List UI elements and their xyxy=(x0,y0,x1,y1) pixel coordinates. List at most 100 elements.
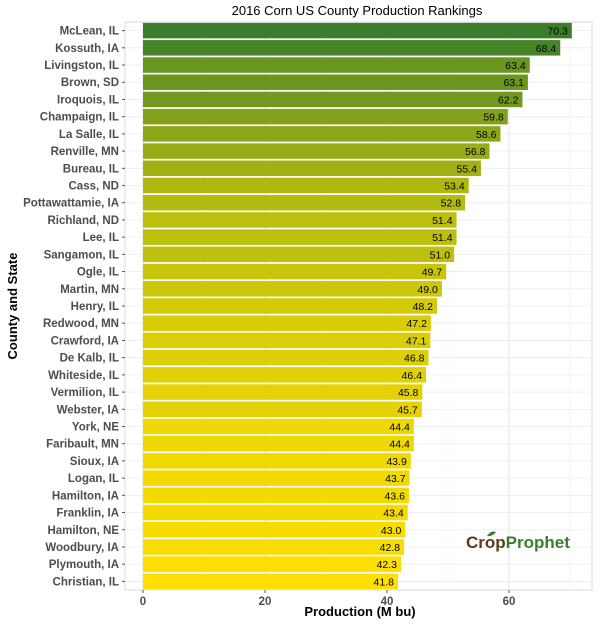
value-label: 68.4 xyxy=(536,43,557,55)
bar xyxy=(143,504,408,521)
x-tick-label: 0 xyxy=(140,596,146,608)
category-label: Redwood, MN xyxy=(43,318,119,330)
category-label: Franklin, IA xyxy=(56,508,119,520)
x-tick-label: 60 xyxy=(503,596,516,608)
category-label: Christian, IL xyxy=(53,576,119,588)
category-label: Bureau, IL xyxy=(63,163,119,175)
bar xyxy=(143,177,469,194)
value-labels: 70.3 68.4 63.4 63.1 62.2 59.8 58.6 56.8 55.4 53.4… xyxy=(374,26,568,589)
category-label: Lee, IL xyxy=(83,232,119,244)
category-label: Woodbury, IA xyxy=(45,542,119,554)
value-label: 62.2 xyxy=(498,94,519,106)
bar xyxy=(143,332,431,349)
bar xyxy=(143,143,490,159)
bar xyxy=(143,315,431,331)
category-label: Cass, ND xyxy=(69,181,120,193)
value-label: 56.8 xyxy=(465,146,486,158)
category-label: Webster, IA xyxy=(57,404,119,416)
category-label: De Kalb, IL xyxy=(60,353,119,365)
bar xyxy=(143,435,414,452)
value-label: 45.8 xyxy=(398,387,419,399)
bar xyxy=(143,212,457,228)
logo-crop-text: Crop xyxy=(466,533,506,552)
bar xyxy=(143,108,508,125)
value-label: 55.4 xyxy=(457,163,478,175)
bar xyxy=(143,573,398,590)
bar xyxy=(143,384,423,400)
category-label: Renville, MN xyxy=(51,146,119,158)
bar xyxy=(143,229,457,245)
value-label: 52.8 xyxy=(441,198,462,210)
bar xyxy=(143,126,501,142)
category-label: Plymouth, IA xyxy=(49,559,119,571)
value-label: 43.4 xyxy=(383,508,404,520)
category-label: Iroquois, IL xyxy=(57,94,119,106)
value-label: 63.1 xyxy=(503,77,524,89)
bar xyxy=(143,281,442,297)
bar xyxy=(143,367,427,383)
category-label: Richland, ND xyxy=(47,215,119,227)
category-label: Hamilton, IA xyxy=(52,490,119,502)
category-label: Sangamon, IL xyxy=(44,249,119,261)
x-tick-label: 40 xyxy=(381,596,394,608)
x-tick-labels: 0 20 40 60 xyxy=(140,590,516,608)
value-label: 45.7 xyxy=(397,404,418,416)
bar xyxy=(143,487,409,504)
category-label: York, NE xyxy=(72,421,119,433)
value-label: 47.1 xyxy=(406,335,427,347)
bar xyxy=(143,453,411,469)
value-label: 44.4 xyxy=(389,439,410,451)
value-label: 43.0 xyxy=(381,525,402,537)
category-label: Faribault, MN xyxy=(46,439,119,451)
value-label: 44.4 xyxy=(389,421,410,433)
category-label: Champaign, IL xyxy=(40,112,119,124)
category-label: Livingston, IL xyxy=(44,60,119,72)
value-label: 43.7 xyxy=(385,473,406,485)
value-label: 51.4 xyxy=(432,215,453,227)
bar xyxy=(143,401,422,418)
bar xyxy=(143,349,429,366)
bar xyxy=(143,522,406,538)
value-label: 43.6 xyxy=(385,490,406,502)
value-label: 53.4 xyxy=(444,181,465,193)
bar xyxy=(143,246,455,263)
category-label: Kossuth, IA xyxy=(55,43,119,55)
category-label: McLean, IL xyxy=(60,26,119,38)
value-label: 70.3 xyxy=(547,26,568,38)
leaf-icon xyxy=(487,531,496,537)
bar xyxy=(143,40,561,56)
value-label: 43.9 xyxy=(386,456,407,468)
bar xyxy=(143,194,466,211)
value-label: 41.8 xyxy=(374,576,395,588)
bar xyxy=(143,556,402,572)
category-label: Vermilion, IL xyxy=(51,387,119,399)
category-label: La Salle, IL xyxy=(59,129,119,141)
value-label: 63.4 xyxy=(505,60,526,72)
bar xyxy=(143,57,530,73)
category-label: Brown, SD xyxy=(61,77,119,89)
bar xyxy=(143,418,414,435)
bar xyxy=(143,91,523,108)
value-label: 51.0 xyxy=(430,249,451,261)
category-label: Logan, IL xyxy=(68,473,119,485)
bar xyxy=(143,298,438,314)
bar xyxy=(143,470,410,486)
value-label: 47.2 xyxy=(406,318,427,330)
bars xyxy=(143,22,572,590)
value-label: 58.6 xyxy=(476,129,497,141)
category-label: Hamilton, NE xyxy=(47,525,119,537)
value-label: 46.8 xyxy=(404,353,425,365)
value-label: 51.4 xyxy=(432,232,453,244)
svg-text:CropProphet: CropProphet xyxy=(466,533,570,552)
bar xyxy=(143,263,447,280)
category-label: Pottawattamie, IA xyxy=(23,198,119,210)
logo-prophet-text: Prophet xyxy=(506,533,571,552)
value-label: 42.3 xyxy=(377,559,398,571)
y-axis-title: County and State xyxy=(5,253,20,360)
category-label: Sioux, IA xyxy=(70,456,119,468)
value-label: 49.0 xyxy=(417,284,438,296)
category-label: Whiteside, IL xyxy=(48,370,119,382)
value-label: 48.2 xyxy=(413,301,434,313)
category-label: Crawford, IA xyxy=(51,335,119,347)
